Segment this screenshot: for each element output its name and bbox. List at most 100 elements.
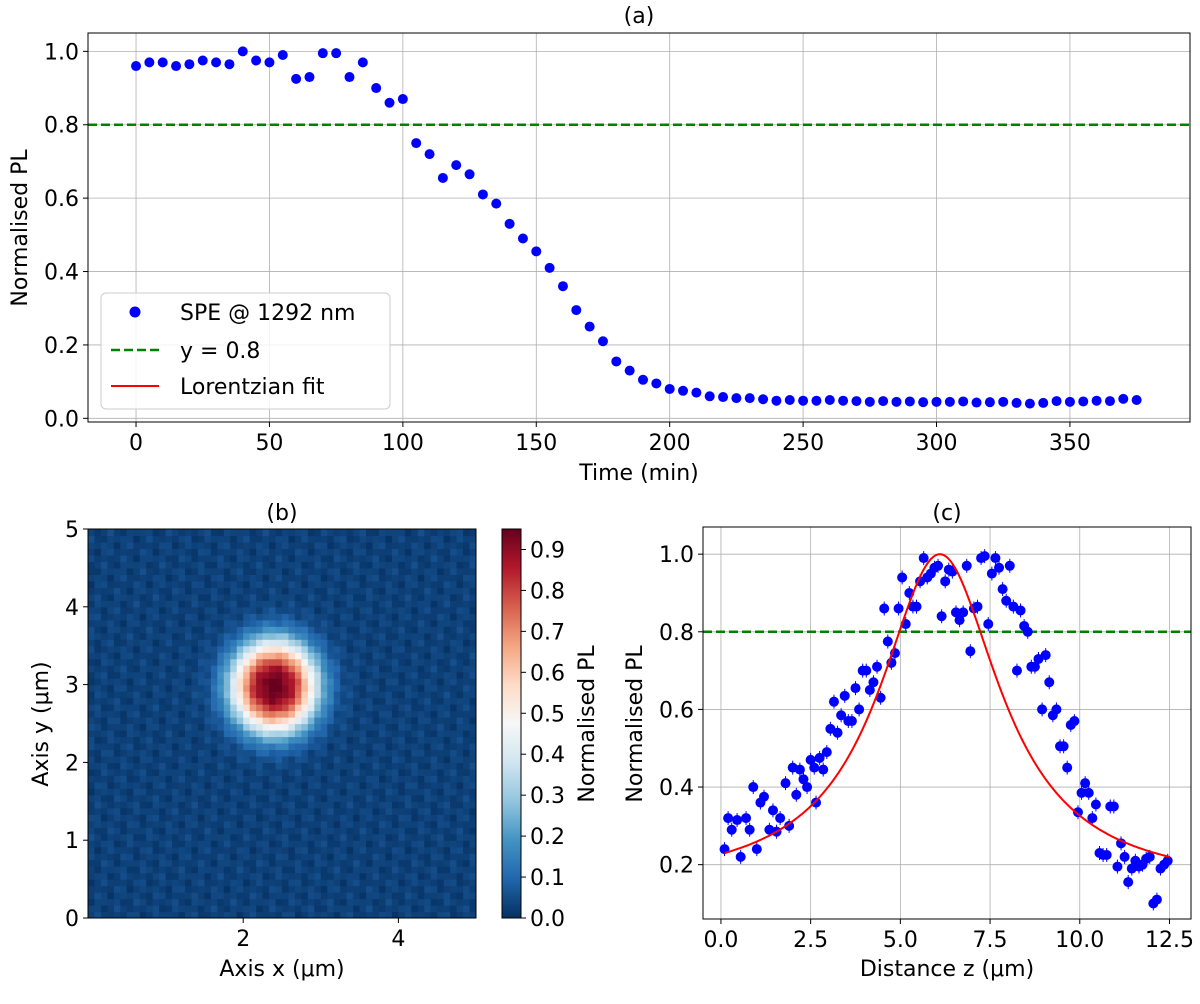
heatmap-cell — [88, 658, 96, 666]
heatmap-cell — [191, 788, 199, 796]
heatmap-cell — [126, 762, 134, 770]
heatmap-cell — [450, 768, 458, 776]
heatmap-cell — [120, 911, 128, 918]
heatmap-cell — [366, 866, 374, 874]
heatmap-cell — [139, 580, 147, 588]
heatmap-cell — [404, 911, 412, 918]
heatmap-cell — [126, 729, 134, 738]
heatmap-cell — [288, 911, 296, 918]
heatmap-cell — [469, 801, 476, 809]
heatmap-cell — [320, 892, 328, 900]
y-tick-label: 5 — [65, 518, 79, 543]
heatmap-cell — [88, 541, 96, 550]
heatmap-cell — [256, 827, 264, 835]
panel-a-y-ticks: 0.00.20.40.60.81.0 — [44, 40, 88, 432]
heatmap-cell — [256, 548, 264, 556]
heatmap-cell — [417, 600, 425, 608]
heatmap-cell — [288, 723, 296, 731]
heatmap-cell — [301, 652, 309, 660]
heatmap-cell — [191, 678, 199, 686]
heatmap-cell — [249, 898, 257, 906]
data-point — [784, 820, 795, 831]
heatmap-cell — [327, 729, 335, 738]
heatmap-cell — [152, 827, 160, 835]
heatmap-cell — [230, 749, 238, 757]
heatmap-cell — [139, 911, 147, 918]
heatmap-cell — [294, 671, 302, 679]
x-tick-label: 0.0 — [703, 928, 738, 953]
heatmap-cell — [223, 892, 231, 900]
heatmap-cell — [178, 742, 186, 751]
heatmap-cell — [366, 541, 374, 550]
heatmap-cell — [333, 529, 341, 537]
heatmap-cell — [456, 535, 464, 543]
heatmap-cell — [417, 762, 425, 770]
heatmap-cell — [398, 606, 406, 614]
heatmap-cell — [126, 587, 134, 595]
heatmap-cell — [113, 755, 121, 763]
heatmap-cell — [424, 593, 432, 601]
heatmap-cell — [314, 872, 322, 880]
heatmap-cell — [275, 632, 283, 640]
heatmap-cell — [133, 729, 141, 738]
heatmap-cell — [282, 587, 290, 595]
heatmap-cell — [353, 619, 361, 627]
heatmap-cell — [301, 768, 309, 776]
heatmap-cell — [217, 593, 225, 601]
heatmap-cell — [340, 606, 348, 614]
heatmap-cell — [463, 691, 471, 699]
heatmap-cell — [301, 866, 309, 874]
heatmap-cell — [120, 775, 128, 783]
heatmap-cell — [88, 665, 96, 673]
heatmap-cell — [223, 885, 231, 893]
panel-a-points — [131, 46, 1142, 409]
data-point — [357, 57, 368, 68]
heatmap-cell — [366, 788, 374, 796]
heatmap-cell — [107, 593, 115, 601]
heatmap-cell — [411, 619, 419, 627]
heatmap-cell — [456, 768, 464, 776]
heatmap-cell — [126, 704, 134, 712]
heatmap-cell — [314, 814, 322, 822]
heatmap-cell — [359, 898, 367, 906]
heatmap-cell — [443, 859, 451, 867]
heatmap-cell — [391, 606, 399, 614]
heatmap-cell — [450, 794, 458, 802]
heatmap-cell — [346, 697, 354, 705]
heatmap-cell — [437, 593, 445, 601]
heatmap-cell — [88, 587, 96, 595]
heatmap-cell — [275, 684, 283, 692]
heatmap-cell — [398, 574, 406, 582]
heatmap-cell — [353, 717, 361, 725]
heatmap-cell — [463, 788, 471, 796]
heatmap-cell — [314, 827, 322, 835]
heatmap-cell — [443, 613, 451, 621]
heatmap-cell — [443, 645, 451, 653]
heatmap-cell — [353, 833, 361, 841]
heatmap-cell — [353, 639, 361, 647]
heatmap-cell — [340, 872, 348, 880]
heatmap-cell — [333, 626, 341, 634]
heatmap-cell — [385, 600, 393, 608]
heatmap-cell — [346, 554, 354, 563]
heatmap-cell — [353, 697, 361, 705]
heatmap-cell — [236, 905, 244, 913]
heatmap-cell — [456, 697, 464, 705]
heatmap-cell — [437, 619, 445, 627]
heatmap-cell — [411, 632, 419, 640]
heatmap-cell — [262, 554, 270, 563]
heatmap-cell — [139, 872, 147, 880]
heatmap-cell — [333, 846, 341, 854]
data-point — [850, 683, 861, 694]
data-point — [936, 611, 947, 622]
heatmap-cell — [113, 879, 121, 887]
heatmap-cell — [243, 853, 251, 861]
heatmap-cell — [256, 859, 264, 867]
heatmap-cell — [146, 619, 154, 627]
heatmap-cell — [146, 535, 154, 543]
heatmap-cell — [463, 892, 471, 900]
data-point — [1044, 677, 1055, 688]
heatmap-cell — [411, 567, 419, 575]
data-point — [1022, 626, 1033, 637]
heatmap-cell — [359, 626, 367, 634]
